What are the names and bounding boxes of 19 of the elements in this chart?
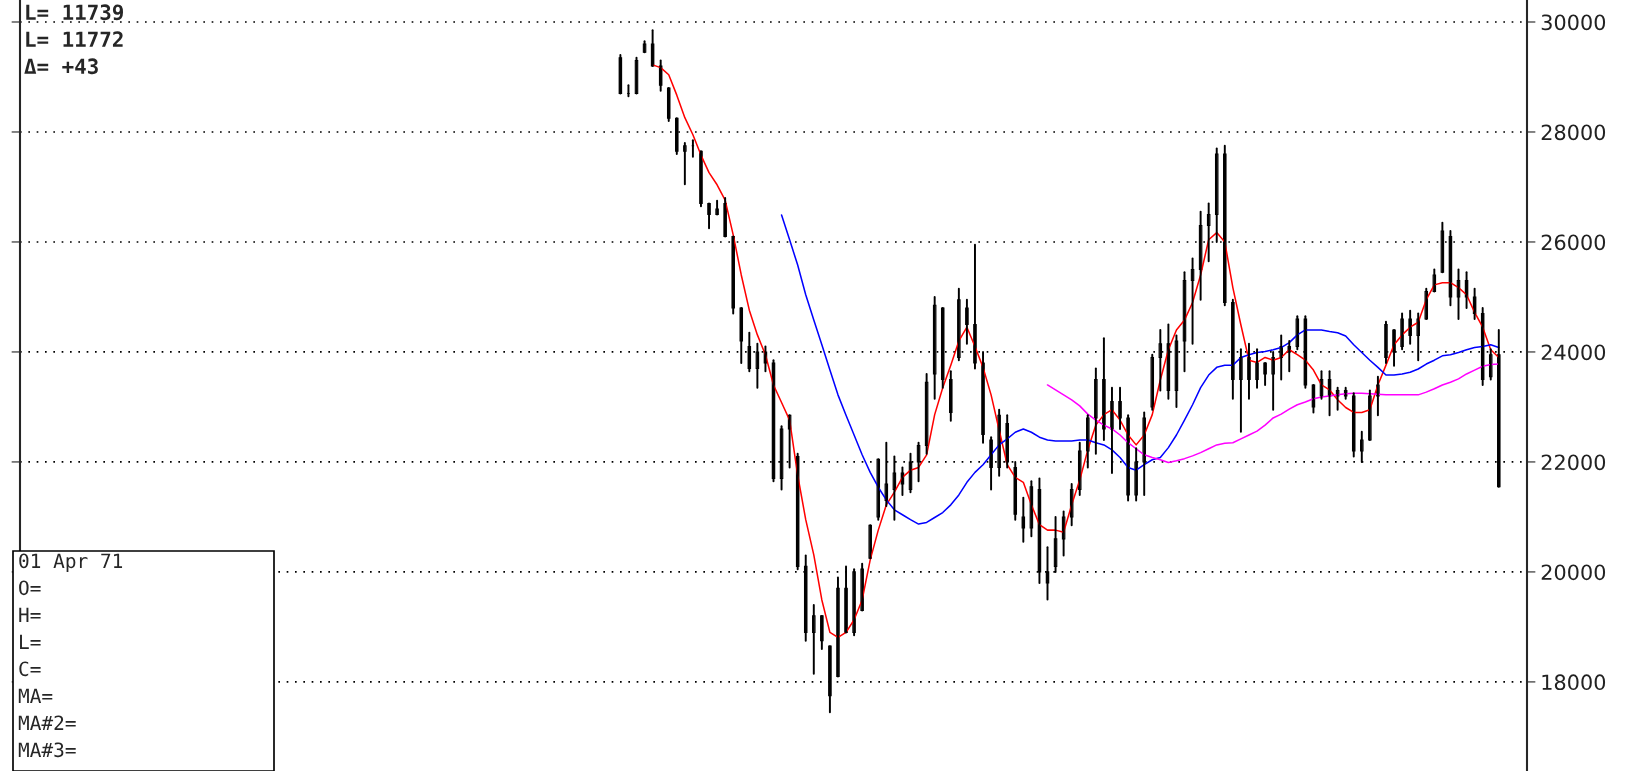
annotation: C=: [19, 661, 41, 677]
annotation: L= 11739: [26, 4, 124, 21]
y-tick-label: 20000: [1541, 564, 1606, 581]
annotation: L= 11772: [26, 31, 123, 47]
annotation: O=: [19, 580, 41, 596]
annotation: 01 Apr 71: [19, 553, 123, 572]
line-series: [780, 214, 1500, 525]
y-tick-label: 18000: [1542, 674, 1606, 691]
y-tick-label: 28000: [1541, 124, 1606, 141]
y-tick-label: 22000: [1541, 454, 1606, 471]
y-tick-label: 30000: [1541, 14, 1606, 31]
annotation: MA=: [18, 688, 53, 703]
annotation: Δ= +43: [24, 58, 98, 75]
annotation: MA#2=: [18, 715, 76, 730]
y-tick-label: 24000: [1541, 344, 1606, 361]
annotation: L=: [20, 634, 41, 649]
annotation: H=: [19, 607, 41, 622]
annotation: MA#3=: [18, 742, 76, 758]
y-tick-label: 26000: [1541, 234, 1606, 251]
